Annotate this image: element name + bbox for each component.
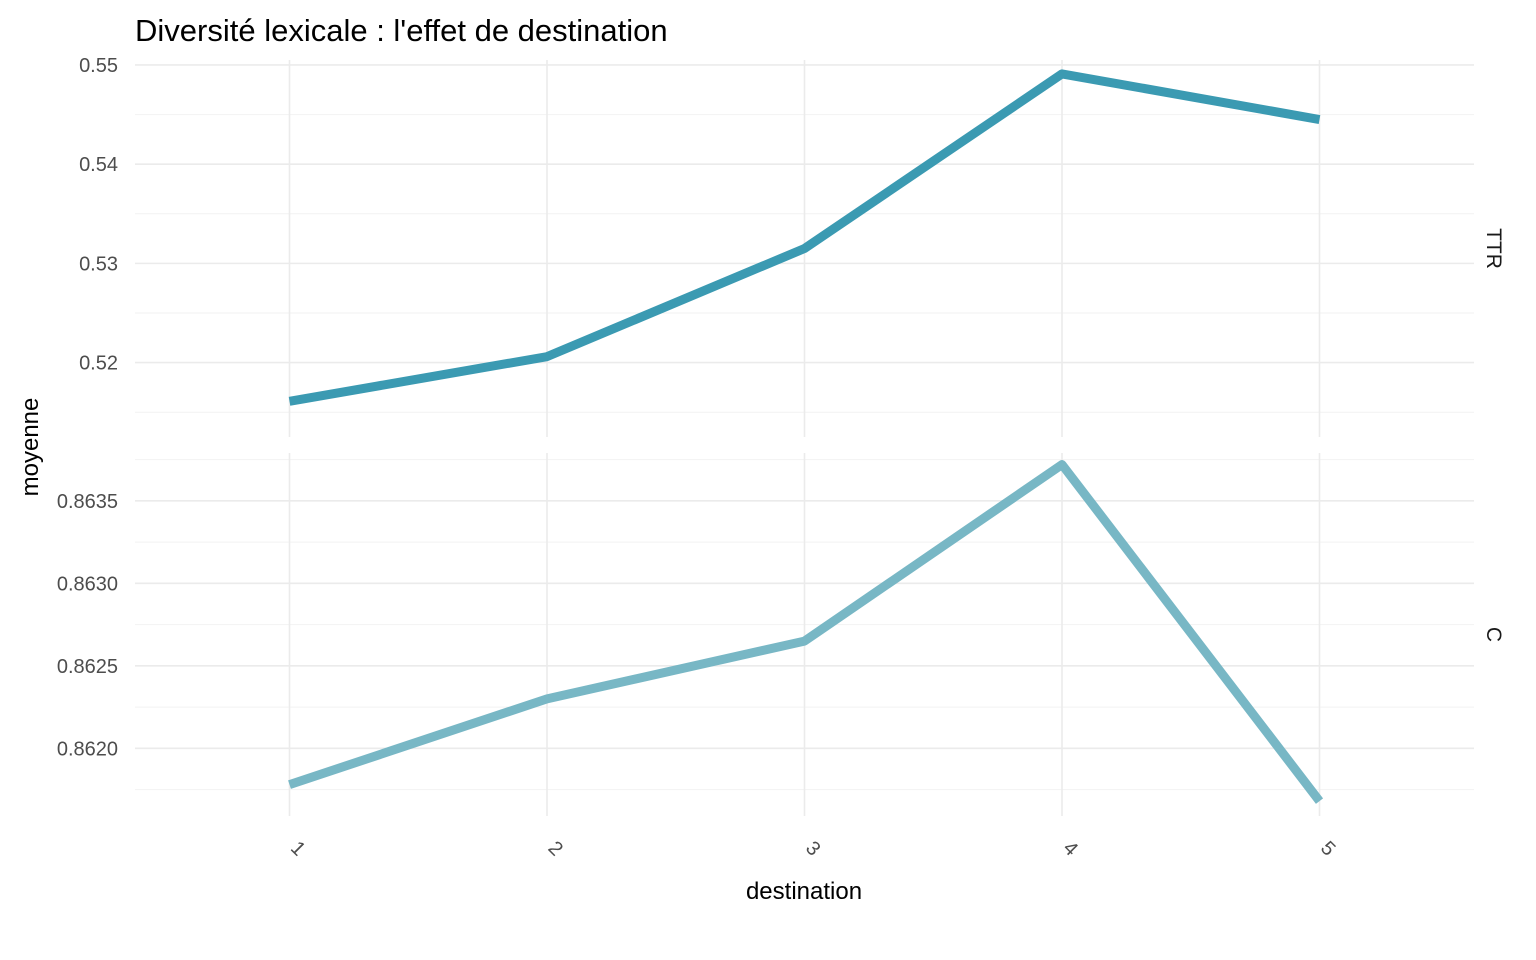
x-tick-label: 3 (801, 837, 824, 860)
chart-title: Diversité lexicale : l'effet de destinat… (135, 13, 668, 48)
x-axis: 1 2 3 4 5 (286, 837, 1339, 860)
x-tick-label: 5 (1316, 837, 1339, 860)
y-tick-label: 0.55 (79, 55, 118, 77)
y-tick-label: 0.54 (79, 154, 118, 176)
y-tick-label: 0.8630 (57, 573, 118, 595)
x-tick-label: 2 (544, 837, 567, 860)
x-tick-label: 1 (286, 837, 309, 860)
x-tick-label: 4 (1059, 837, 1082, 860)
y-axis-title: moyenne (17, 398, 44, 497)
y-tick-label: 0.8620 (57, 738, 118, 760)
y-tick-label: 0.52 (79, 353, 118, 375)
facet-strip-label: TTR (1482, 228, 1505, 269)
facet-panel-c: 0.8620 0.8625 0.8630 0.8635 C (57, 453, 1505, 816)
y-tick-label: 0.8625 (57, 656, 118, 678)
facet-strip-label: C (1482, 627, 1505, 642)
x-axis-title: destination (746, 878, 862, 905)
facet-panel-ttr: 0.52 0.53 0.54 0.55 TTR (79, 55, 1505, 437)
y-tick-label: 0.53 (79, 253, 118, 275)
y-tick-label: 0.8635 (57, 491, 118, 513)
facet-panels: 0.520.530.540.55TTR0.86200.86250.86300.8… (57, 55, 1505, 816)
